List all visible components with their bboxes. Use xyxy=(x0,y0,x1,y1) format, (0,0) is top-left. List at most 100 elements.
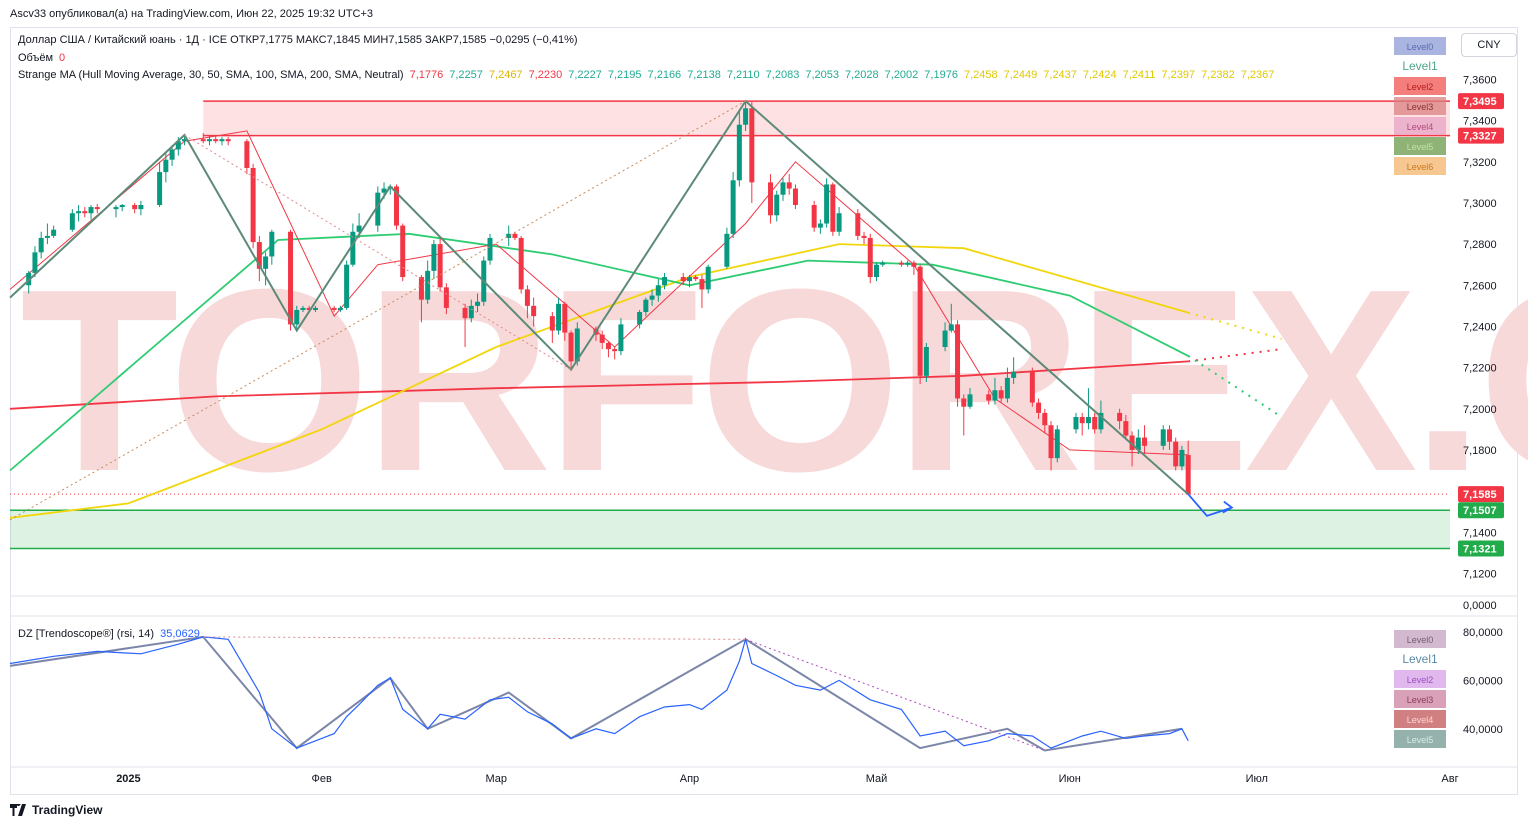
currency-button[interactable]: CNY xyxy=(1461,33,1517,57)
ma-value: 7,2110 xyxy=(726,69,760,81)
price-tick-label: 7,2600 xyxy=(1463,280,1497,292)
ma-legend: Strange MA (Hull Moving Average, 30, 50,… xyxy=(18,69,1286,81)
candle-body xyxy=(917,266,923,376)
ma-label: Strange MA (Hull Moving Average, 30, 50,… xyxy=(18,69,404,81)
symbol-legend: Доллар США / Китайский юань · 1Д · ICE О… xyxy=(18,34,584,46)
price-label-text: 7,3327 xyxy=(1463,131,1497,143)
candle-body xyxy=(1142,437,1148,446)
candle-body xyxy=(51,229,57,236)
candle-body xyxy=(468,305,474,319)
rsi-helper-line xyxy=(745,638,1045,751)
level-badge-label: Level2 xyxy=(1407,82,1434,92)
forecast-arrow xyxy=(1187,493,1233,517)
candle-body xyxy=(768,182,774,216)
ma-value: 7,2449 xyxy=(1003,69,1038,81)
candle-body xyxy=(32,252,38,273)
symbol-line: Доллар США / Китайский юань · 1Д · ICE О… xyxy=(18,34,578,46)
candle-body xyxy=(263,256,269,269)
candle-body xyxy=(780,182,786,195)
ma-value: 7,2230 xyxy=(528,69,563,81)
candle-body xyxy=(998,390,1004,399)
candle-body xyxy=(736,124,742,181)
candle-body xyxy=(1129,435,1135,450)
candle-body xyxy=(911,262,917,267)
candle-body xyxy=(425,270,431,300)
candle-body xyxy=(300,307,306,310)
ma-line-1 xyxy=(9,243,1189,519)
candle-body xyxy=(294,309,300,325)
price-label-text: 7,1585 xyxy=(1463,489,1497,501)
forecast-arrow-head xyxy=(1222,500,1234,514)
rsi-level-badge-label: Level2 xyxy=(1407,675,1434,685)
candle-body xyxy=(724,233,730,267)
candle-body xyxy=(531,305,537,317)
candle-body xyxy=(169,149,175,160)
candle-body xyxy=(1048,425,1054,459)
candle-body xyxy=(855,213,861,236)
rsi-level-badge xyxy=(1394,710,1446,728)
candle-body xyxy=(599,334,605,343)
candle-body xyxy=(923,347,929,376)
ma-value: 7,2002 xyxy=(884,69,919,81)
rsi-tick-label: 40,0000 xyxy=(1463,724,1503,736)
candle-body xyxy=(680,277,686,282)
ma-line-2 xyxy=(9,232,1189,472)
candle-body xyxy=(905,262,911,265)
publish-info: Ascv33 опубликовал(а) на TradingView.com… xyxy=(10,8,374,20)
price-label-text: 7,3495 xyxy=(1463,96,1497,108)
level-badge xyxy=(1394,157,1446,175)
ma-value: 7,2467 xyxy=(488,69,523,81)
ma-value: 7,2227 xyxy=(568,69,602,81)
rsi-level-badge-label: Level1 xyxy=(1402,652,1438,666)
candle-body xyxy=(119,205,125,208)
candle-body xyxy=(1123,421,1129,436)
candle-body xyxy=(1173,441,1179,467)
candle-body xyxy=(1011,371,1017,378)
candle-body xyxy=(574,328,580,362)
time-tick-label: Июл xyxy=(1246,773,1268,785)
candle-body xyxy=(1054,429,1060,459)
candle-body xyxy=(1135,437,1141,450)
ma-value: 7,2166 xyxy=(647,69,682,81)
candle-body xyxy=(817,223,823,228)
candle-body xyxy=(88,207,94,214)
ma-value: 7,1976 xyxy=(924,69,958,81)
candle-body xyxy=(1036,402,1042,413)
candle-body xyxy=(693,277,699,280)
candle-body xyxy=(986,394,992,401)
candle-body xyxy=(948,324,954,331)
rsi-zigzag xyxy=(9,635,1183,752)
price-label-badge xyxy=(1458,502,1504,519)
candle-body xyxy=(898,262,904,265)
volume-label: Объём xyxy=(18,52,54,64)
candle-body xyxy=(811,205,817,228)
candle-body xyxy=(743,108,749,125)
ma-projection-0 xyxy=(1187,311,1282,340)
rsi-level-badge-label: Level4 xyxy=(1407,715,1434,725)
time-tick-label: Июн xyxy=(1059,773,1081,785)
price-tick-label: 7,1200 xyxy=(1463,568,1497,580)
price-tick-label: 0,0000 xyxy=(1463,600,1497,612)
candle-body xyxy=(612,349,618,352)
candle-body xyxy=(1073,416,1079,430)
candle-body xyxy=(375,192,381,226)
rsi-level-badge-label: Level3 xyxy=(1407,695,1434,705)
price-tick-label: 7,2400 xyxy=(1463,321,1497,333)
candle-body xyxy=(487,237,493,261)
candle-body xyxy=(1098,412,1104,430)
chart-frame xyxy=(10,27,1518,795)
rsi-level-badge-label: Level5 xyxy=(1407,735,1434,745)
level-badge xyxy=(1394,97,1446,115)
rsi-value: 35,0629 xyxy=(160,628,200,640)
candle-body xyxy=(250,167,256,243)
candle-body xyxy=(462,307,468,319)
candle-body xyxy=(200,139,206,142)
level-badge-label: Level5 xyxy=(1407,142,1434,152)
price-tick-label: 7,1400 xyxy=(1463,527,1497,539)
level-badge-label: Level0 xyxy=(1407,42,1434,52)
candle-body xyxy=(836,213,842,232)
candle-body xyxy=(967,394,973,407)
candle-body xyxy=(331,307,337,310)
rsi-level-badge xyxy=(1394,730,1446,748)
